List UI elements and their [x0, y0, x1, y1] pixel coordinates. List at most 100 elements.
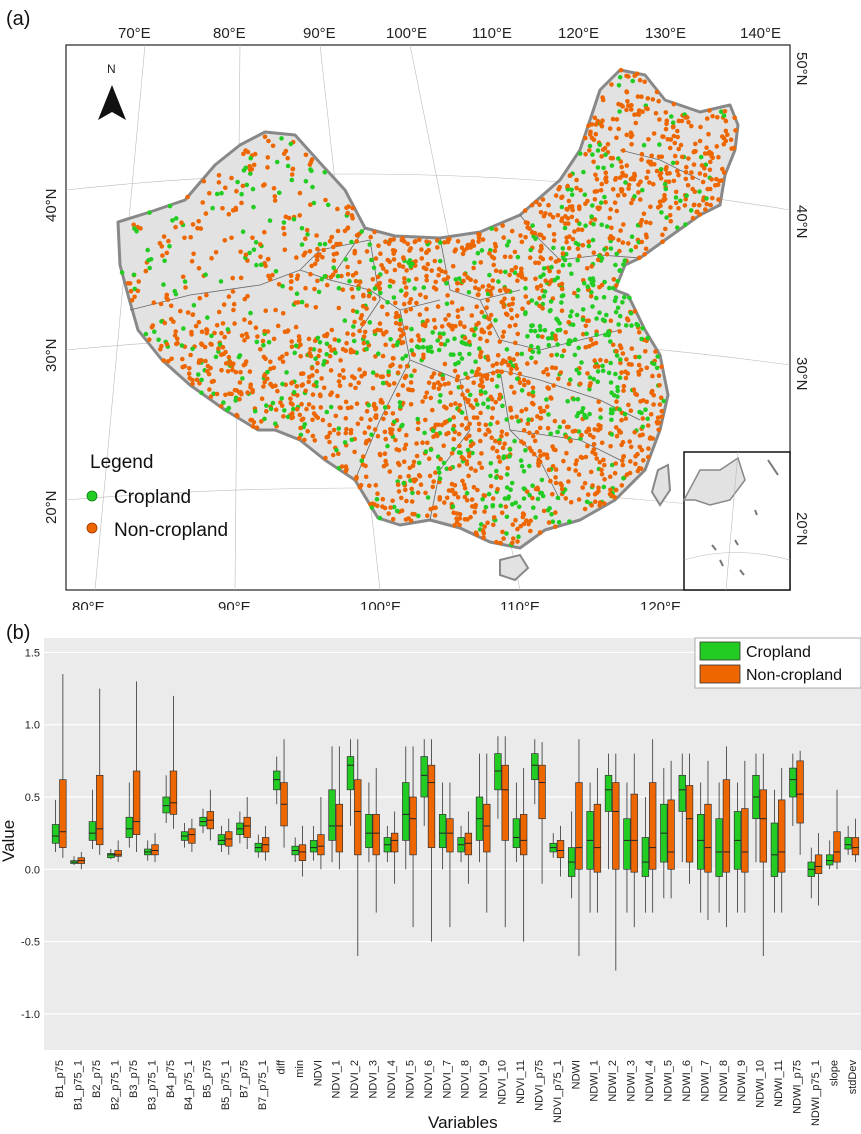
sample-point [405, 241, 411, 247]
sample-point [273, 407, 279, 413]
sample-point [530, 483, 535, 489]
sample-point [223, 361, 229, 366]
sample-point [569, 192, 575, 197]
sample-point [214, 191, 220, 197]
sample-point [601, 484, 607, 490]
x-tick-label: B4_p75_1 [183, 1060, 195, 1110]
sample-point [488, 473, 493, 479]
sample-point [303, 236, 308, 241]
sample-point [323, 455, 328, 461]
sample-point [576, 227, 581, 232]
sample-point [380, 496, 386, 502]
sample-point [325, 434, 331, 439]
legend-cropland-swatch [699, 641, 741, 661]
sample-point [546, 342, 552, 348]
sample-point [537, 232, 542, 237]
sample-point [495, 353, 501, 358]
sample-point [483, 432, 488, 437]
x-tick-label: B7_p75 [239, 1060, 251, 1098]
sample-point [487, 316, 492, 322]
x-tick-label: NDWI_4 [644, 1060, 656, 1102]
sample-point [397, 327, 403, 332]
sample-point [297, 435, 302, 441]
sample-point [584, 499, 590, 505]
sample-point [247, 250, 252, 256]
sample-point [331, 258, 337, 263]
sample-point [618, 357, 623, 362]
sample-point [294, 255, 299, 260]
sample-point [505, 465, 511, 471]
sample-point [385, 443, 390, 449]
sample-point [171, 319, 176, 325]
sample-point [691, 162, 697, 167]
sample-point [644, 175, 649, 181]
sample-point [199, 390, 204, 396]
sample-point [190, 222, 196, 227]
sample-point [383, 239, 388, 244]
sample-point [679, 154, 685, 160]
sample-point [597, 500, 603, 505]
sample-point [583, 345, 588, 350]
sample-point [377, 321, 383, 326]
sample-point [618, 360, 623, 366]
sample-point [574, 177, 579, 183]
sample-point [336, 379, 342, 384]
sample-point [583, 454, 589, 460]
sample-point [595, 369, 601, 374]
sample-point [608, 407, 614, 412]
sample-point [445, 338, 450, 344]
sample-point [603, 358, 609, 364]
sample-point [328, 404, 334, 410]
sample-point [646, 446, 651, 451]
sample-point [486, 491, 492, 497]
sample-point [372, 427, 378, 432]
sample-point [599, 181, 605, 187]
sample-point [273, 307, 278, 313]
sample-point [446, 381, 451, 386]
sample-point [599, 222, 604, 228]
sample-point [639, 94, 644, 99]
sample-point [497, 339, 503, 344]
sample-point [513, 500, 518, 506]
sample-point [626, 402, 631, 408]
legend-noncropland-label: Non-cropland [746, 667, 842, 684]
sample-point [608, 380, 614, 385]
sample-point [225, 327, 231, 332]
sample-point [621, 148, 626, 153]
sample-point [547, 308, 553, 314]
sample-point [640, 416, 646, 421]
sample-point [426, 380, 432, 386]
sample-point [500, 445, 506, 451]
sample-point [597, 459, 603, 465]
sample-point [504, 417, 510, 422]
sample-point [636, 362, 642, 368]
sample-point [545, 425, 551, 431]
sample-point [364, 306, 369, 311]
sample-point [668, 205, 673, 210]
legend-noncropland-swatch [699, 664, 741, 684]
sample-point [459, 410, 465, 415]
sample-point [188, 352, 193, 358]
sample-point [620, 458, 625, 463]
sample-point [274, 159, 280, 165]
sample-point [196, 218, 201, 224]
sample-point [648, 220, 653, 226]
sample-point [204, 327, 209, 332]
sample-point [403, 487, 408, 493]
x-tick-label: NDVI [312, 1060, 324, 1086]
sample-point [627, 439, 632, 444]
sample-point [629, 200, 634, 206]
sample-point [637, 354, 642, 360]
sample-point [169, 356, 174, 362]
sample-point [596, 485, 601, 491]
sample-point [324, 282, 330, 288]
sample-point [369, 432, 374, 438]
sample-point [710, 113, 715, 119]
sample-point [437, 331, 443, 337]
sample-point [471, 484, 477, 490]
sample-point [361, 293, 366, 299]
sample-point [532, 328, 538, 334]
sample-point [534, 430, 540, 435]
sample-point [620, 462, 626, 468]
sample-point [406, 278, 412, 283]
